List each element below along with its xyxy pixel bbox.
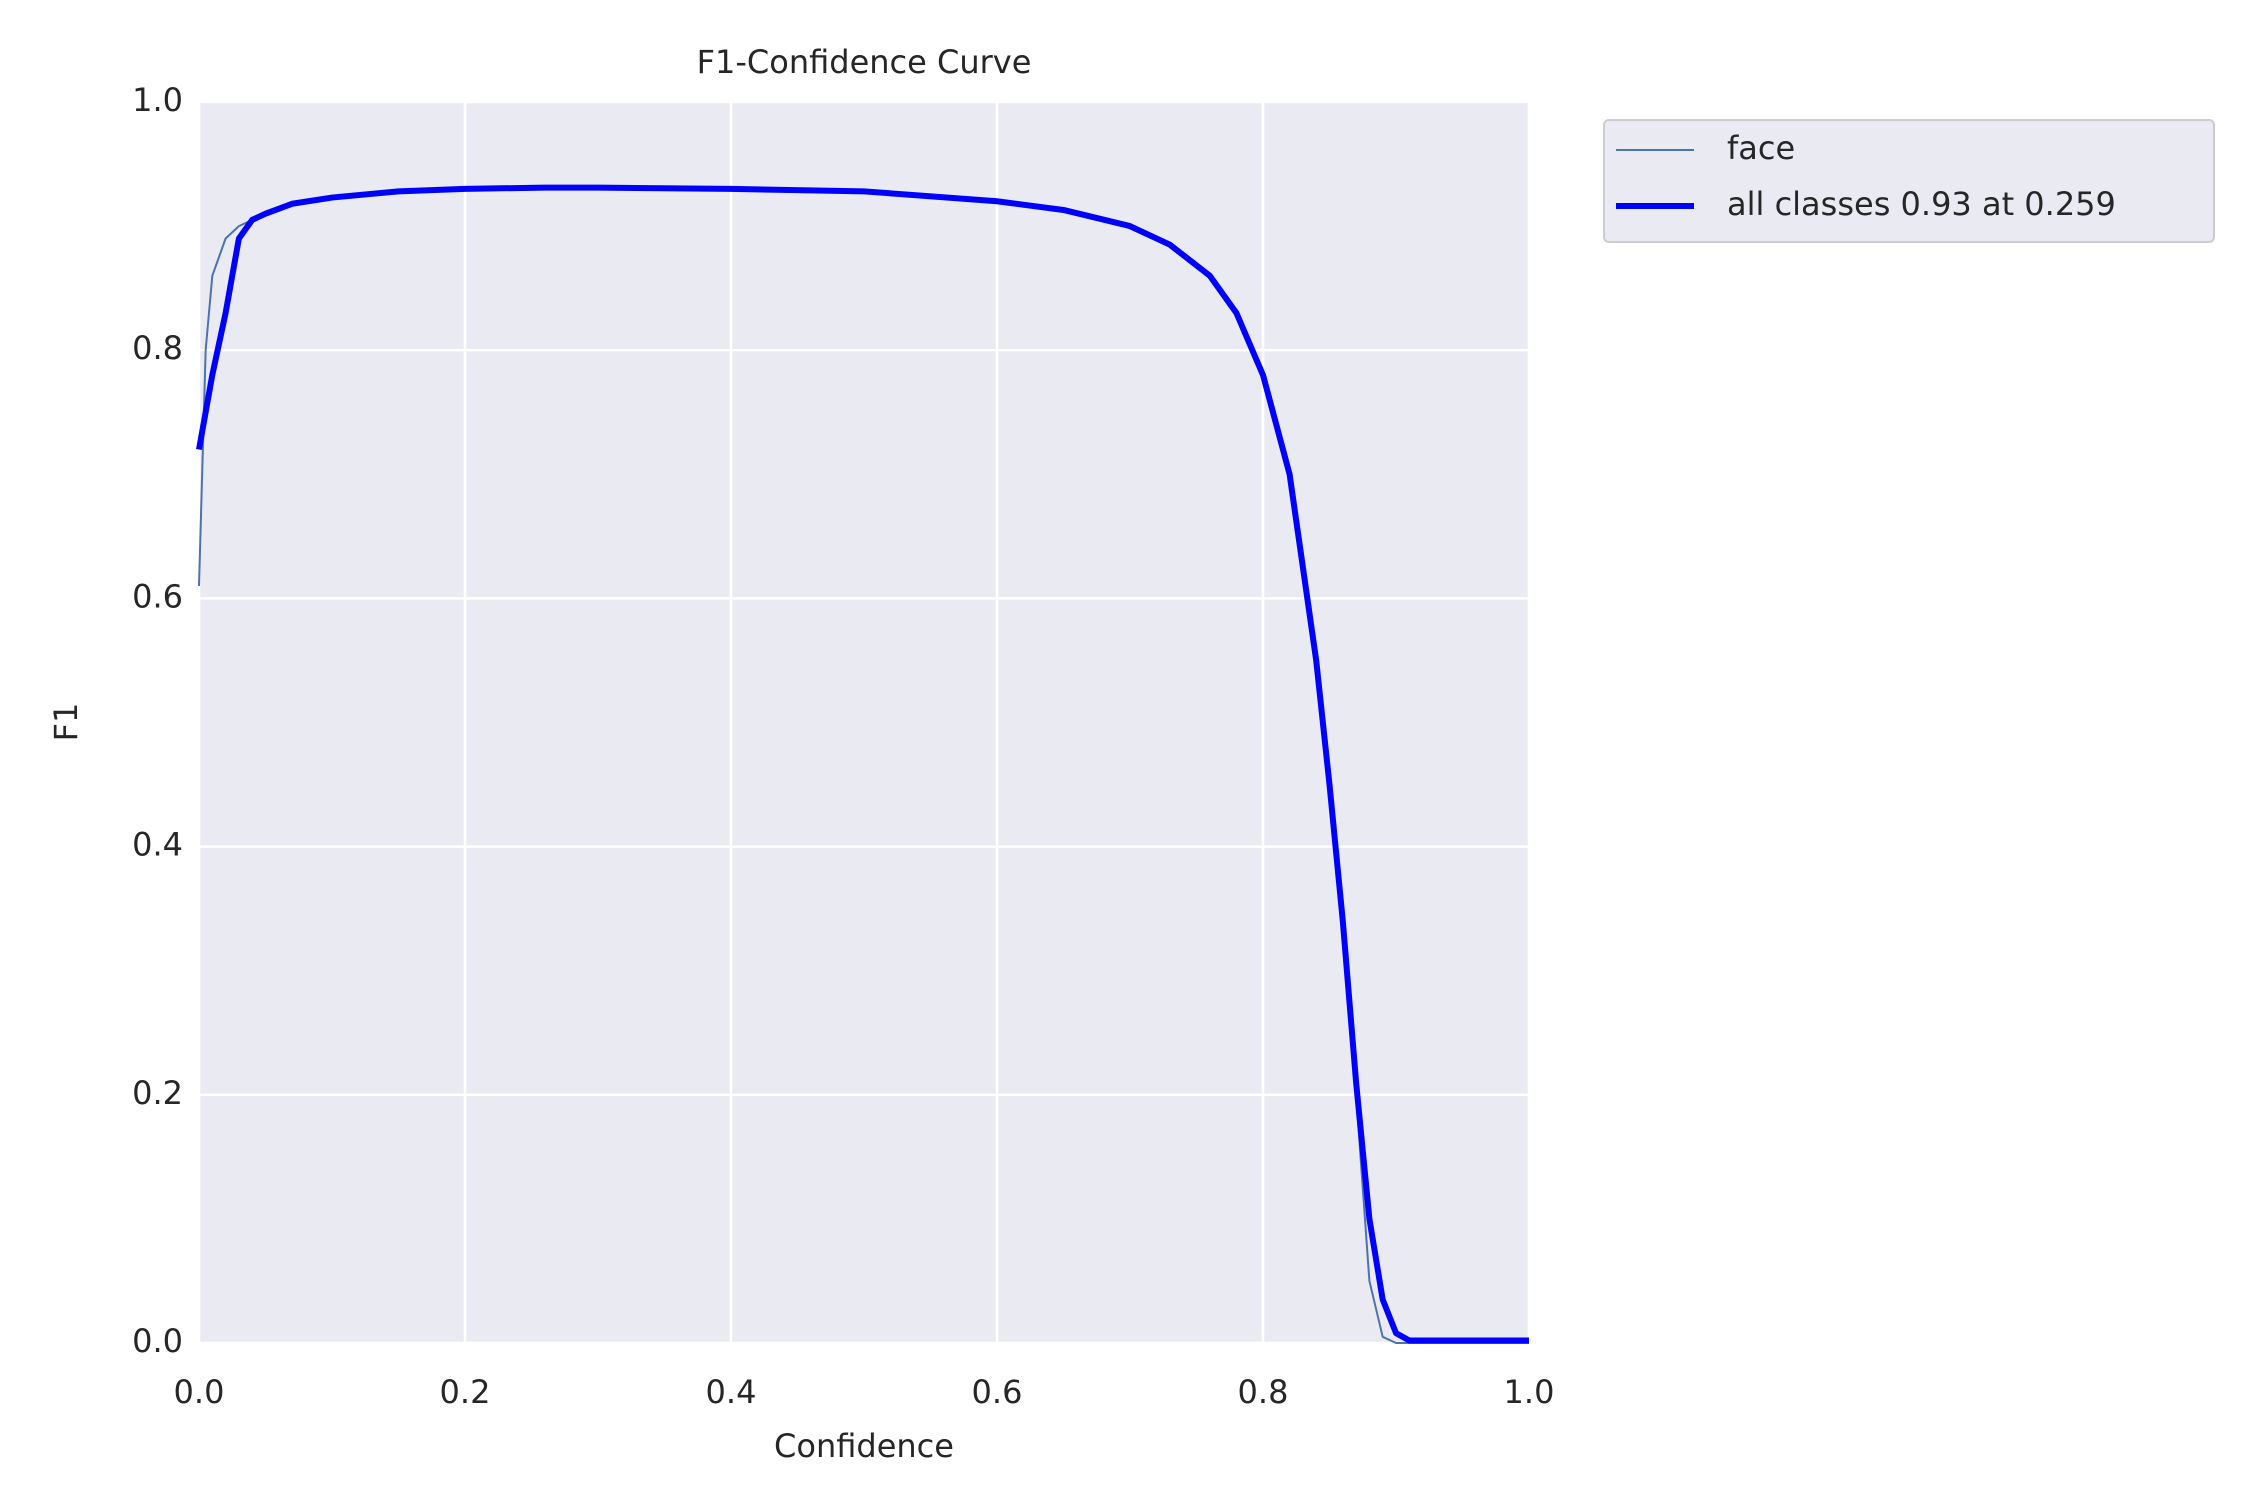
y-axis-label: F1 — [47, 703, 85, 742]
y-tick-label: 1.0 — [132, 81, 183, 119]
x-axis-label: Confidence — [774, 1427, 954, 1465]
x-tick-label: 0.6 — [972, 1373, 1023, 1411]
legend-box — [1603, 119, 2215, 243]
legend-label: all classes 0.93 at 0.259 — [1727, 185, 2116, 223]
x-tick-label: 0.2 — [440, 1373, 491, 1411]
chart-title: F1-Confidence Curve — [697, 43, 1032, 81]
x-tick-label: 0.0 — [174, 1373, 225, 1411]
y-tick-label: 0.2 — [132, 1074, 183, 1112]
lines — [196, 184, 1529, 1344]
x-tick-label: 0.8 — [1238, 1373, 1289, 1411]
y-tick-label: 0.4 — [132, 826, 183, 864]
y-tick-label: 0.6 — [132, 577, 183, 615]
x-tick-label: 0.4 — [706, 1373, 757, 1411]
x-tick-label: 1.0 — [1504, 1373, 1555, 1411]
legend-label: face — [1727, 129, 1795, 167]
y-tick-label: 0.8 — [132, 329, 183, 367]
y-tick-label: 0.0 — [132, 1322, 183, 1360]
legend: face all classes 0.93 at 0.259 — [1616, 129, 2116, 223]
plot-area — [199, 102, 1529, 1343]
series-line — [196, 184, 1529, 1344]
